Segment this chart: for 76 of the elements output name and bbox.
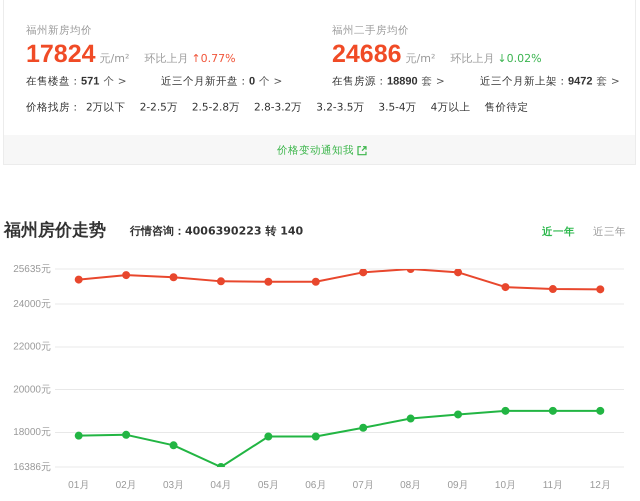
text: 个 > bbox=[259, 75, 282, 88]
text: 2.5-2.8万 bbox=[192, 102, 240, 114]
point bbox=[74, 276, 83, 284]
text: 近一年 bbox=[542, 225, 575, 239]
x-tick-label: 12月 bbox=[590, 480, 611, 491]
text: 个 > bbox=[103, 75, 126, 88]
y-tick-label: 18000元 bbox=[13, 427, 51, 438]
text: 价格变动通知我 bbox=[277, 144, 354, 158]
x-tick-label: 02月 bbox=[116, 480, 137, 491]
point bbox=[548, 406, 557, 415]
text: 套 > bbox=[422, 75, 445, 88]
point bbox=[264, 432, 272, 441]
x-tick-label: 11月 bbox=[542, 480, 564, 491]
text: 价格找房： bbox=[26, 102, 81, 114]
text: 2.8-3.2万 bbox=[254, 102, 302, 114]
point bbox=[122, 271, 130, 280]
point bbox=[170, 273, 178, 282]
text: 元/m² bbox=[100, 52, 130, 66]
point bbox=[501, 406, 510, 415]
point bbox=[454, 410, 462, 418]
text: ↓0.02% bbox=[497, 52, 542, 66]
point bbox=[359, 269, 368, 276]
text: 环比上月 bbox=[144, 52, 188, 66]
x-tick-label: 07月 bbox=[352, 480, 374, 491]
point bbox=[548, 285, 557, 294]
y-tick-label: 25635元 bbox=[13, 264, 51, 275]
x-tick-label: 04月 bbox=[210, 480, 232, 491]
x-tick-label: 06月 bbox=[305, 480, 326, 491]
text: 3.2-3.5万 bbox=[316, 102, 364, 114]
text: 9472 bbox=[568, 75, 592, 89]
chart-title: 福州房价走势 bbox=[4, 220, 106, 242]
text: 在售房源： bbox=[332, 75, 387, 88]
x-tick-label: 05月 bbox=[258, 480, 279, 491]
text: ↑0.77% bbox=[191, 52, 236, 66]
point bbox=[406, 414, 415, 423]
point bbox=[501, 283, 510, 292]
point bbox=[264, 278, 272, 286]
text: 近三个月新开盘： bbox=[161, 75, 249, 88]
text: 福州新房均价 bbox=[26, 24, 92, 38]
point bbox=[359, 424, 368, 432]
x-tick-label: 03月 bbox=[162, 480, 184, 491]
text: 17824 bbox=[26, 39, 96, 69]
text: 福州二手房均价 bbox=[332, 24, 409, 38]
point bbox=[122, 430, 130, 439]
y-tick-label: 22000元 bbox=[13, 342, 51, 353]
text: 571 bbox=[81, 75, 100, 89]
x-tick-label: 10月 bbox=[494, 480, 516, 491]
chart-subtitle: 行情咨询：4006390223 转 140 bbox=[130, 224, 304, 238]
y-tick-label: 24000元 bbox=[13, 298, 51, 310]
text: 售价待定 bbox=[484, 102, 528, 114]
text: 元/m² bbox=[406, 52, 436, 66]
text: 在售楼盘： bbox=[26, 75, 81, 88]
y-tick-label: 16386元 bbox=[13, 462, 51, 473]
text: 3.5-4万 bbox=[378, 102, 417, 114]
point bbox=[596, 406, 604, 415]
text: 环比上月 bbox=[450, 52, 494, 66]
x-tick-label: 09月 bbox=[447, 480, 469, 491]
text: 套 > bbox=[596, 75, 620, 88]
text: 2万以下 bbox=[86, 102, 126, 114]
text: 24686 bbox=[332, 39, 402, 69]
text: 近三个月新上架： bbox=[480, 75, 568, 88]
point bbox=[596, 285, 604, 294]
text: 0 bbox=[249, 75, 256, 89]
text: 18890 bbox=[387, 75, 418, 89]
point bbox=[454, 269, 462, 276]
text: 2-2.5万 bbox=[140, 102, 178, 114]
text: 近三年 bbox=[593, 225, 626, 239]
x-tick-label: 08月 bbox=[400, 480, 422, 491]
point bbox=[312, 432, 320, 441]
point bbox=[170, 441, 178, 450]
y-tick-label: 20000元 bbox=[13, 384, 51, 396]
point bbox=[216, 277, 225, 286]
x-tick-label: 01月 bbox=[68, 480, 90, 491]
text: 4万以上 bbox=[430, 102, 470, 114]
point bbox=[74, 432, 83, 440]
point bbox=[312, 278, 320, 286]
